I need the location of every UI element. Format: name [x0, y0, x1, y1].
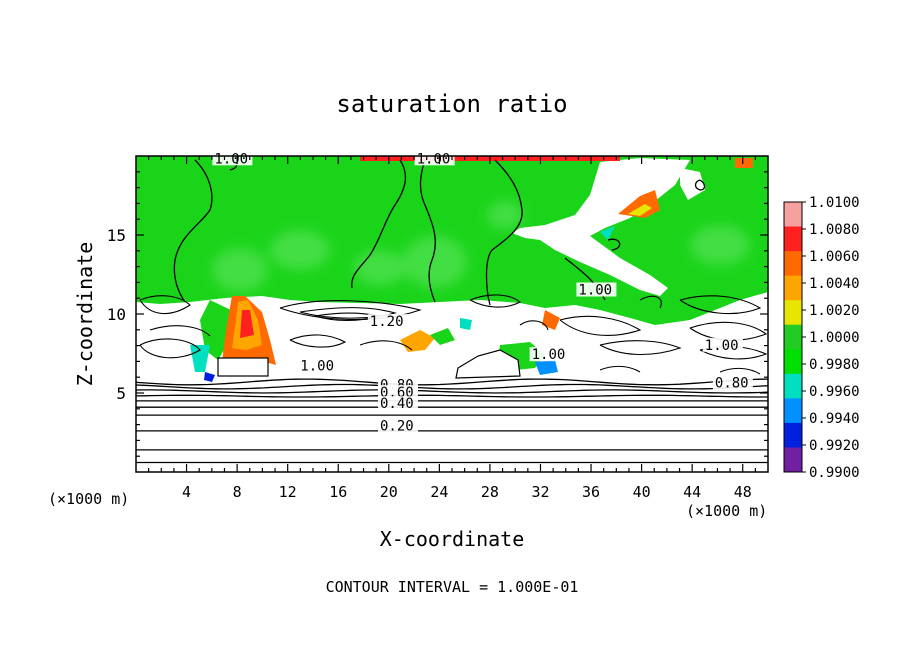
- contour-line: [136, 378, 768, 386]
- y-axis-ticks: 5 10 15: [107, 171, 768, 457]
- contour-label: 1.00: [417, 151, 451, 167]
- x-tick-label: 16: [329, 483, 347, 501]
- x-unit-left: (×1000 m): [48, 490, 129, 508]
- contour-line: [136, 383, 768, 390]
- colorbar: 1.0100 1.0080 1.0060 1.0040 1.0020 1.0000 0.99…: [783, 195, 860, 481]
- colorbar-label: 1.0080: [809, 222, 860, 238]
- contour-label-bg: [367, 314, 408, 329]
- contour-lines: [136, 378, 768, 464]
- contour-label: 0.80: [715, 376, 749, 392]
- colorbar-label: 1.0060: [809, 249, 860, 265]
- y-tick-label: 10: [107, 305, 126, 324]
- contour-label-bg: [378, 396, 418, 411]
- x-tick-label: 44: [683, 483, 701, 501]
- dry-streak: [540, 236, 668, 296]
- midlevel-contours: [139, 294, 768, 375]
- x-tick-label: 36: [582, 483, 600, 501]
- colorbar-label: 1.0100: [809, 195, 860, 211]
- colorbar-swatch: [784, 447, 802, 473]
- x-tick-label: 48: [734, 483, 752, 501]
- cloud-box-left: [217, 357, 269, 377]
- light-green-patches: [212, 201, 750, 292]
- x-tick-label: 24: [430, 483, 448, 501]
- colorbar-swatch: [784, 398, 802, 424]
- contour-label: 0.20: [380, 418, 414, 434]
- dry-tongue-upper-right: [512, 158, 690, 244]
- x-tick-label: 32: [531, 483, 549, 501]
- x-axis-ticks: 4 8 12 16 20 24 28 32 36 40 44 48: [148, 156, 756, 501]
- x-tick-label: 40: [633, 483, 651, 501]
- contour-line: [136, 389, 768, 394]
- colorbar-label: 0.9900: [809, 465, 860, 481]
- dry-spot-top: [680, 168, 705, 200]
- contour-label-bg: [712, 375, 753, 390]
- colorbar-label: 1.0040: [809, 276, 860, 292]
- contour-label: 1.00: [214, 151, 248, 167]
- contour-label: 1.20: [370, 314, 404, 330]
- contour-label-bg: [378, 418, 418, 433]
- x-axis-label: X-coordinate: [380, 527, 525, 551]
- contour-label-bg: [702, 337, 743, 352]
- cloud-box-right: [455, 349, 521, 379]
- colorbar-label: 0.9980: [809, 357, 860, 373]
- colorbar-label: 1.0020: [809, 303, 860, 319]
- colorbar-label: 0.9960: [809, 384, 860, 400]
- y-tick-label: 15: [107, 226, 126, 245]
- upper-contours: [173, 157, 706, 306]
- x-tick-label: 8: [233, 483, 242, 501]
- x-tick-label: 20: [380, 483, 398, 501]
- contour-label: 0.40: [380, 396, 414, 412]
- x-tick-label: 28: [481, 483, 499, 501]
- colorbar-swatch: [784, 202, 802, 227]
- contour-label: 1.00: [300, 358, 334, 374]
- y-tick-label: 5: [116, 384, 126, 403]
- contour-label-bg: [529, 347, 570, 362]
- chart-title: saturation ratio: [336, 90, 567, 118]
- contour-label-bg: [414, 151, 455, 166]
- colorbar-swatch: [784, 324, 802, 350]
- colorbar-label: 0.9920: [809, 438, 860, 454]
- x-tick-label: 12: [279, 483, 297, 501]
- plot-area: [136, 156, 768, 472]
- contour-label-bg: [212, 151, 253, 166]
- colorbar-swatch: [784, 226, 802, 252]
- contour-label: 1.00: [705, 338, 739, 354]
- contour-line: [136, 394, 768, 398]
- contour-label-bg: [378, 385, 418, 400]
- colorbar-swatch: [784, 373, 802, 399]
- y-axis-label: Z-coordinate: [73, 242, 97, 387]
- colorbar-label: 0.9940: [809, 411, 860, 427]
- contour-label: 1.00: [578, 283, 612, 299]
- colorbar-swatch: [784, 300, 802, 326]
- colorbar-swatch: [784, 251, 802, 277]
- contour-label-bg: [298, 358, 339, 373]
- colorbar-swatch: [784, 275, 802, 301]
- colorbar-swatch: [784, 349, 802, 375]
- x-unit-right: (×1000 m): [686, 502, 767, 520]
- contour-label: 1.00: [532, 347, 566, 363]
- x-tick-label: 4: [182, 483, 191, 501]
- colorbar-swatch: [784, 422, 802, 448]
- contour-interval-note: CONTOUR INTERVAL = 1.000E-01: [326, 578, 579, 596]
- colorbar-label: 1.0000: [809, 330, 860, 346]
- contour-label-bg: [576, 282, 617, 297]
